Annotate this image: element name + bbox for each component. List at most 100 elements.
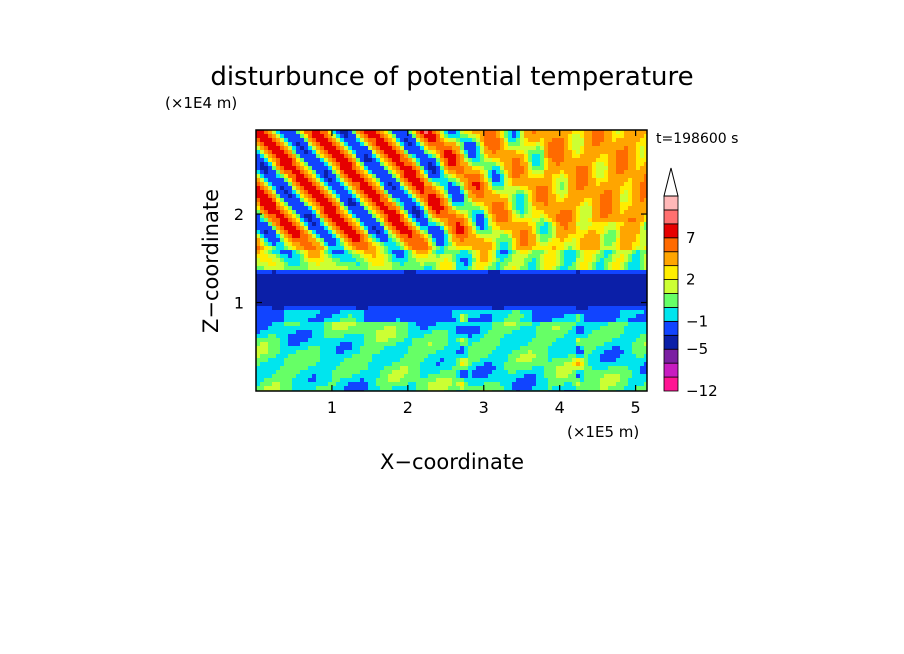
- field-cell: [360, 254, 365, 259]
- field-cell: [444, 258, 449, 263]
- field-cell: [492, 294, 497, 299]
- field-cell: [368, 286, 373, 291]
- field-cell: [580, 162, 585, 167]
- field-cell: [276, 210, 281, 215]
- field-cell: [320, 210, 325, 215]
- field-cell: [464, 246, 469, 251]
- field-cell: [412, 162, 417, 167]
- field-cell: [436, 326, 441, 331]
- field-cell: [340, 206, 345, 211]
- field-cell: [268, 254, 273, 259]
- field-cell: [436, 258, 441, 263]
- field-cell: [496, 130, 501, 135]
- field-cell: [504, 326, 509, 331]
- field-cell: [632, 218, 637, 223]
- field-cell: [404, 322, 409, 327]
- field-cell: [412, 318, 417, 323]
- field-cell: [476, 326, 481, 331]
- field-cell: [268, 190, 273, 195]
- field-cell: [344, 174, 349, 179]
- field-cell: [536, 278, 541, 283]
- field-cell: [448, 206, 453, 211]
- field-cell: [400, 254, 405, 259]
- field-cell: [344, 230, 349, 235]
- field-cell: [356, 246, 361, 251]
- field-cell: [304, 138, 309, 143]
- field-cell: [632, 170, 637, 175]
- field-cell: [600, 206, 605, 211]
- field-cell: [460, 246, 465, 251]
- field-cell: [400, 198, 405, 203]
- field-cell: [388, 130, 393, 135]
- field-cell: [516, 266, 521, 271]
- field-cell: [424, 318, 429, 323]
- field-cell: [592, 198, 597, 203]
- field-cell: [460, 302, 465, 307]
- field-cell: [600, 154, 605, 159]
- field-cell: [604, 290, 609, 295]
- field-cell: [528, 202, 533, 207]
- field-cell: [276, 162, 281, 167]
- field-cell: [396, 202, 401, 207]
- field-cell: [320, 298, 325, 303]
- field-cell: [628, 142, 633, 147]
- field-cell: [608, 182, 613, 187]
- field-cell: [300, 306, 305, 311]
- field-cell: [496, 142, 501, 147]
- field-cell: [608, 330, 613, 335]
- field-cell: [292, 238, 297, 243]
- field-cell: [580, 198, 585, 203]
- field-cell: [364, 314, 369, 319]
- field-cell: [624, 238, 629, 243]
- field-cell: [428, 302, 433, 307]
- field-cell: [464, 278, 469, 283]
- field-cell: [256, 270, 261, 275]
- field-cell: [324, 222, 329, 227]
- field-cell: [520, 210, 525, 215]
- field-cell: [388, 226, 393, 231]
- field-cell: [264, 214, 269, 219]
- field-cell: [640, 166, 645, 171]
- field-cell: [284, 206, 289, 211]
- field-cell: [600, 230, 605, 235]
- field-cell: [304, 130, 309, 135]
- field-cell: [384, 190, 389, 195]
- field-cell: [644, 214, 647, 219]
- field-cell: [388, 302, 393, 307]
- field-cell: [316, 226, 321, 231]
- field-cell: [552, 250, 557, 255]
- field-cell: [372, 230, 377, 235]
- field-cell: [440, 298, 445, 303]
- field-cell: [564, 174, 569, 179]
- field-cell: [276, 238, 281, 243]
- field-cell: [296, 234, 301, 239]
- field-cell: [340, 302, 345, 307]
- field-cell: [312, 258, 317, 263]
- field-cell: [284, 186, 289, 191]
- field-cell: [348, 254, 353, 259]
- field-cell: [444, 242, 449, 247]
- field-cell: [476, 270, 481, 275]
- field-cell: [328, 146, 333, 151]
- field-cell: [556, 218, 561, 223]
- field-cell: [604, 302, 609, 307]
- field-cell: [464, 274, 469, 279]
- field-cell: [576, 322, 581, 327]
- field-cell: [608, 290, 613, 295]
- field-cell: [280, 222, 285, 227]
- field-cell: [320, 214, 325, 219]
- field-cell: [296, 274, 301, 279]
- field-cell: [488, 154, 493, 159]
- field-cell: [432, 130, 437, 135]
- field-cell: [304, 322, 309, 327]
- field-cell: [352, 134, 357, 139]
- field-cell: [332, 310, 337, 315]
- field-cell: [492, 250, 497, 255]
- field-cell: [632, 266, 637, 271]
- field-cell: [264, 210, 269, 215]
- field-cell: [348, 314, 353, 319]
- field-cell: [496, 162, 501, 167]
- field-cell: [284, 302, 289, 307]
- field-cell: [644, 154, 647, 159]
- field-cell: [416, 202, 421, 207]
